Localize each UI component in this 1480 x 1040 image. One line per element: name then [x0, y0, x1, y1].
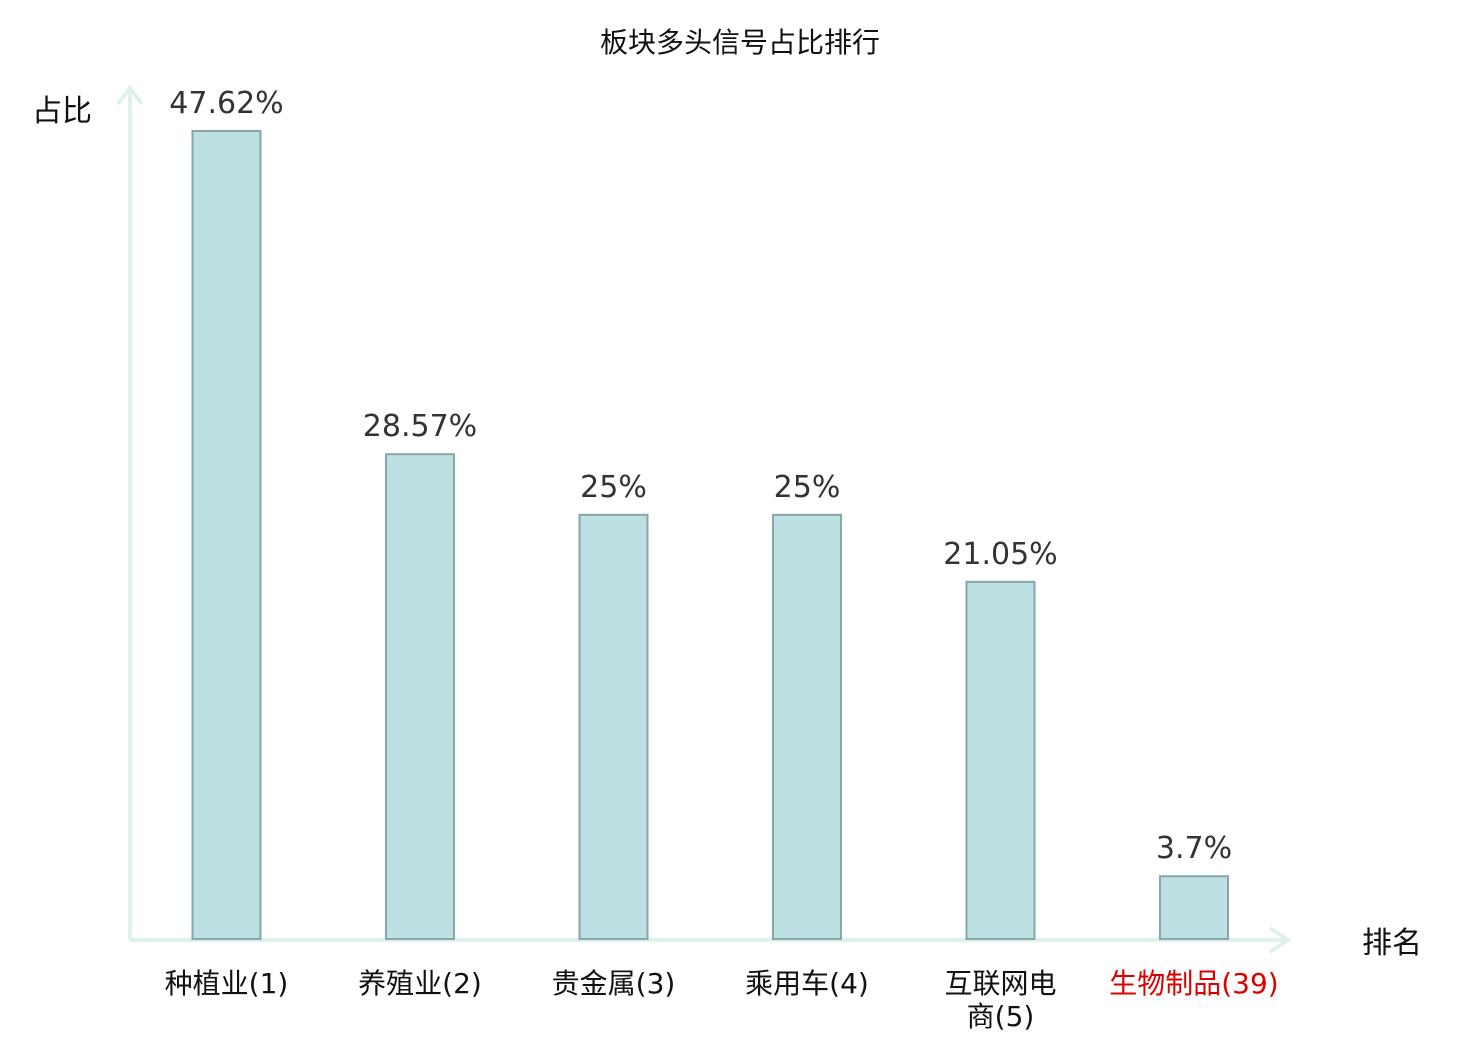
x-axis-label: 排名	[1362, 926, 1422, 961]
bar-value-label: 25%	[774, 470, 841, 505]
bar	[1159, 875, 1229, 941]
x-tick-label: 种植业(1)	[165, 967, 289, 1000]
x-tick-label: 商(5)	[967, 1000, 1035, 1033]
bar-value-label: 25%	[580, 470, 647, 505]
x-tick-label: 互联网电	[944, 967, 1056, 1000]
bars-group	[191, 130, 1229, 941]
y-axis	[116, 84, 144, 940]
y-axis-label: 占比	[32, 94, 92, 129]
x-tick-label: 贵金属(3)	[552, 967, 676, 1000]
bar	[385, 453, 455, 940]
bar-value-label: 47.62%	[169, 86, 283, 121]
bar	[965, 580, 1036, 940]
bar-value-label: 3.7%	[1156, 831, 1232, 866]
bar	[191, 130, 262, 940]
x-tick-label: 生物制品(39)	[1109, 967, 1278, 1000]
value-labels-group: 47.62% 28.57% 25% 25% 21.05% 3.7%	[169, 86, 1232, 866]
bar-value-label: 21.05%	[943, 537, 1057, 572]
chart-title: 板块多头信号占比排行	[600, 26, 880, 59]
x-axis	[130, 926, 1292, 954]
x-tick-label: 乘用车(4)	[745, 967, 869, 1000]
bar	[578, 513, 649, 940]
bar	[772, 513, 842, 940]
x-tick-label: 养殖业(2)	[358, 967, 482, 1000]
bar-value-label: 28.57%	[363, 409, 477, 444]
